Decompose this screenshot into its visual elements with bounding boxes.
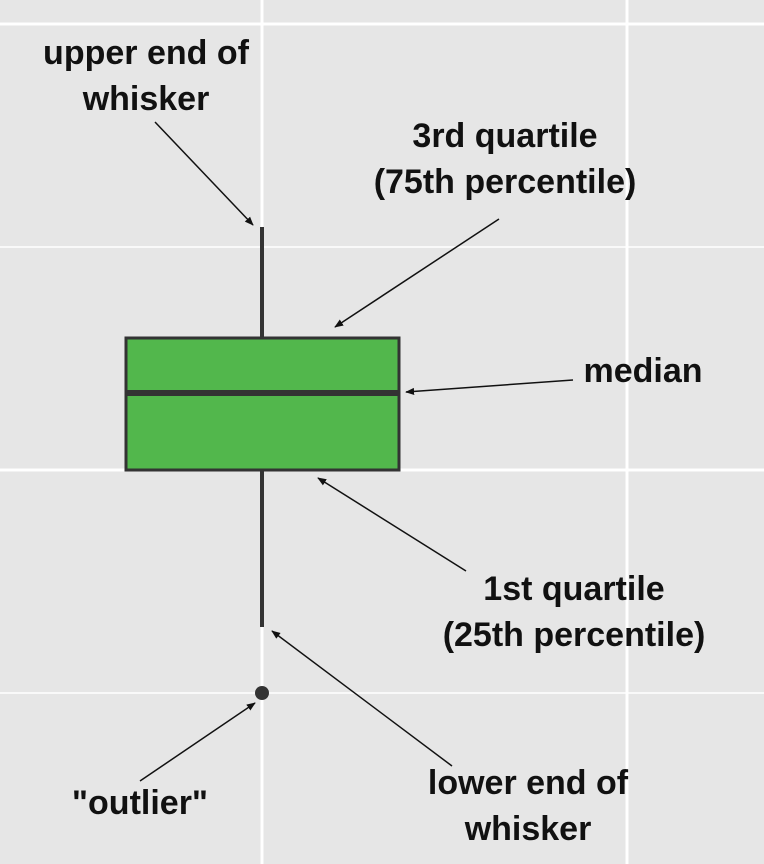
outlier-label-text: "outlier" <box>71 784 209 822</box>
upper-whisker-label-line-1: upper end of <box>43 34 249 72</box>
median-label-text: median <box>583 352 703 390</box>
upper-whisker-label-line-2: whisker <box>82 80 210 118</box>
third-quartile-arrow <box>334 218 500 328</box>
lower-whisker-label: lower end of whisker <box>396 760 660 852</box>
outlier-label: "outlier" <box>30 780 250 826</box>
first-quartile-label-line-1: 1st quartile <box>483 570 665 608</box>
upper-whisker-label: upper end of whisker <box>24 30 268 122</box>
lower-whisker-arrow <box>271 630 453 767</box>
first-quartile-label-line-2: (25th percentile) <box>442 616 706 654</box>
third-quartile-label: 3rd quartile (75th percentile) <box>340 113 670 205</box>
outlier-arrow <box>139 702 256 782</box>
outlier-point <box>255 686 269 700</box>
third-quartile-label-line-2: (75th percentile) <box>373 163 637 201</box>
interquartile-box <box>124 336 401 472</box>
lower-whisker-label-line-2: whisker <box>464 810 592 848</box>
first-quartile-label: 1st quartile (25th percentile) <box>409 566 739 658</box>
third-quartile-label-line-1: 3rd quartile <box>412 117 598 155</box>
first-quartile-arrow <box>317 477 467 572</box>
upper-whisker-arrow <box>154 121 254 226</box>
median-label: median <box>568 348 718 394</box>
median-arrow <box>405 379 574 396</box>
lower-whisker-label-line-1: lower end of <box>427 764 629 802</box>
